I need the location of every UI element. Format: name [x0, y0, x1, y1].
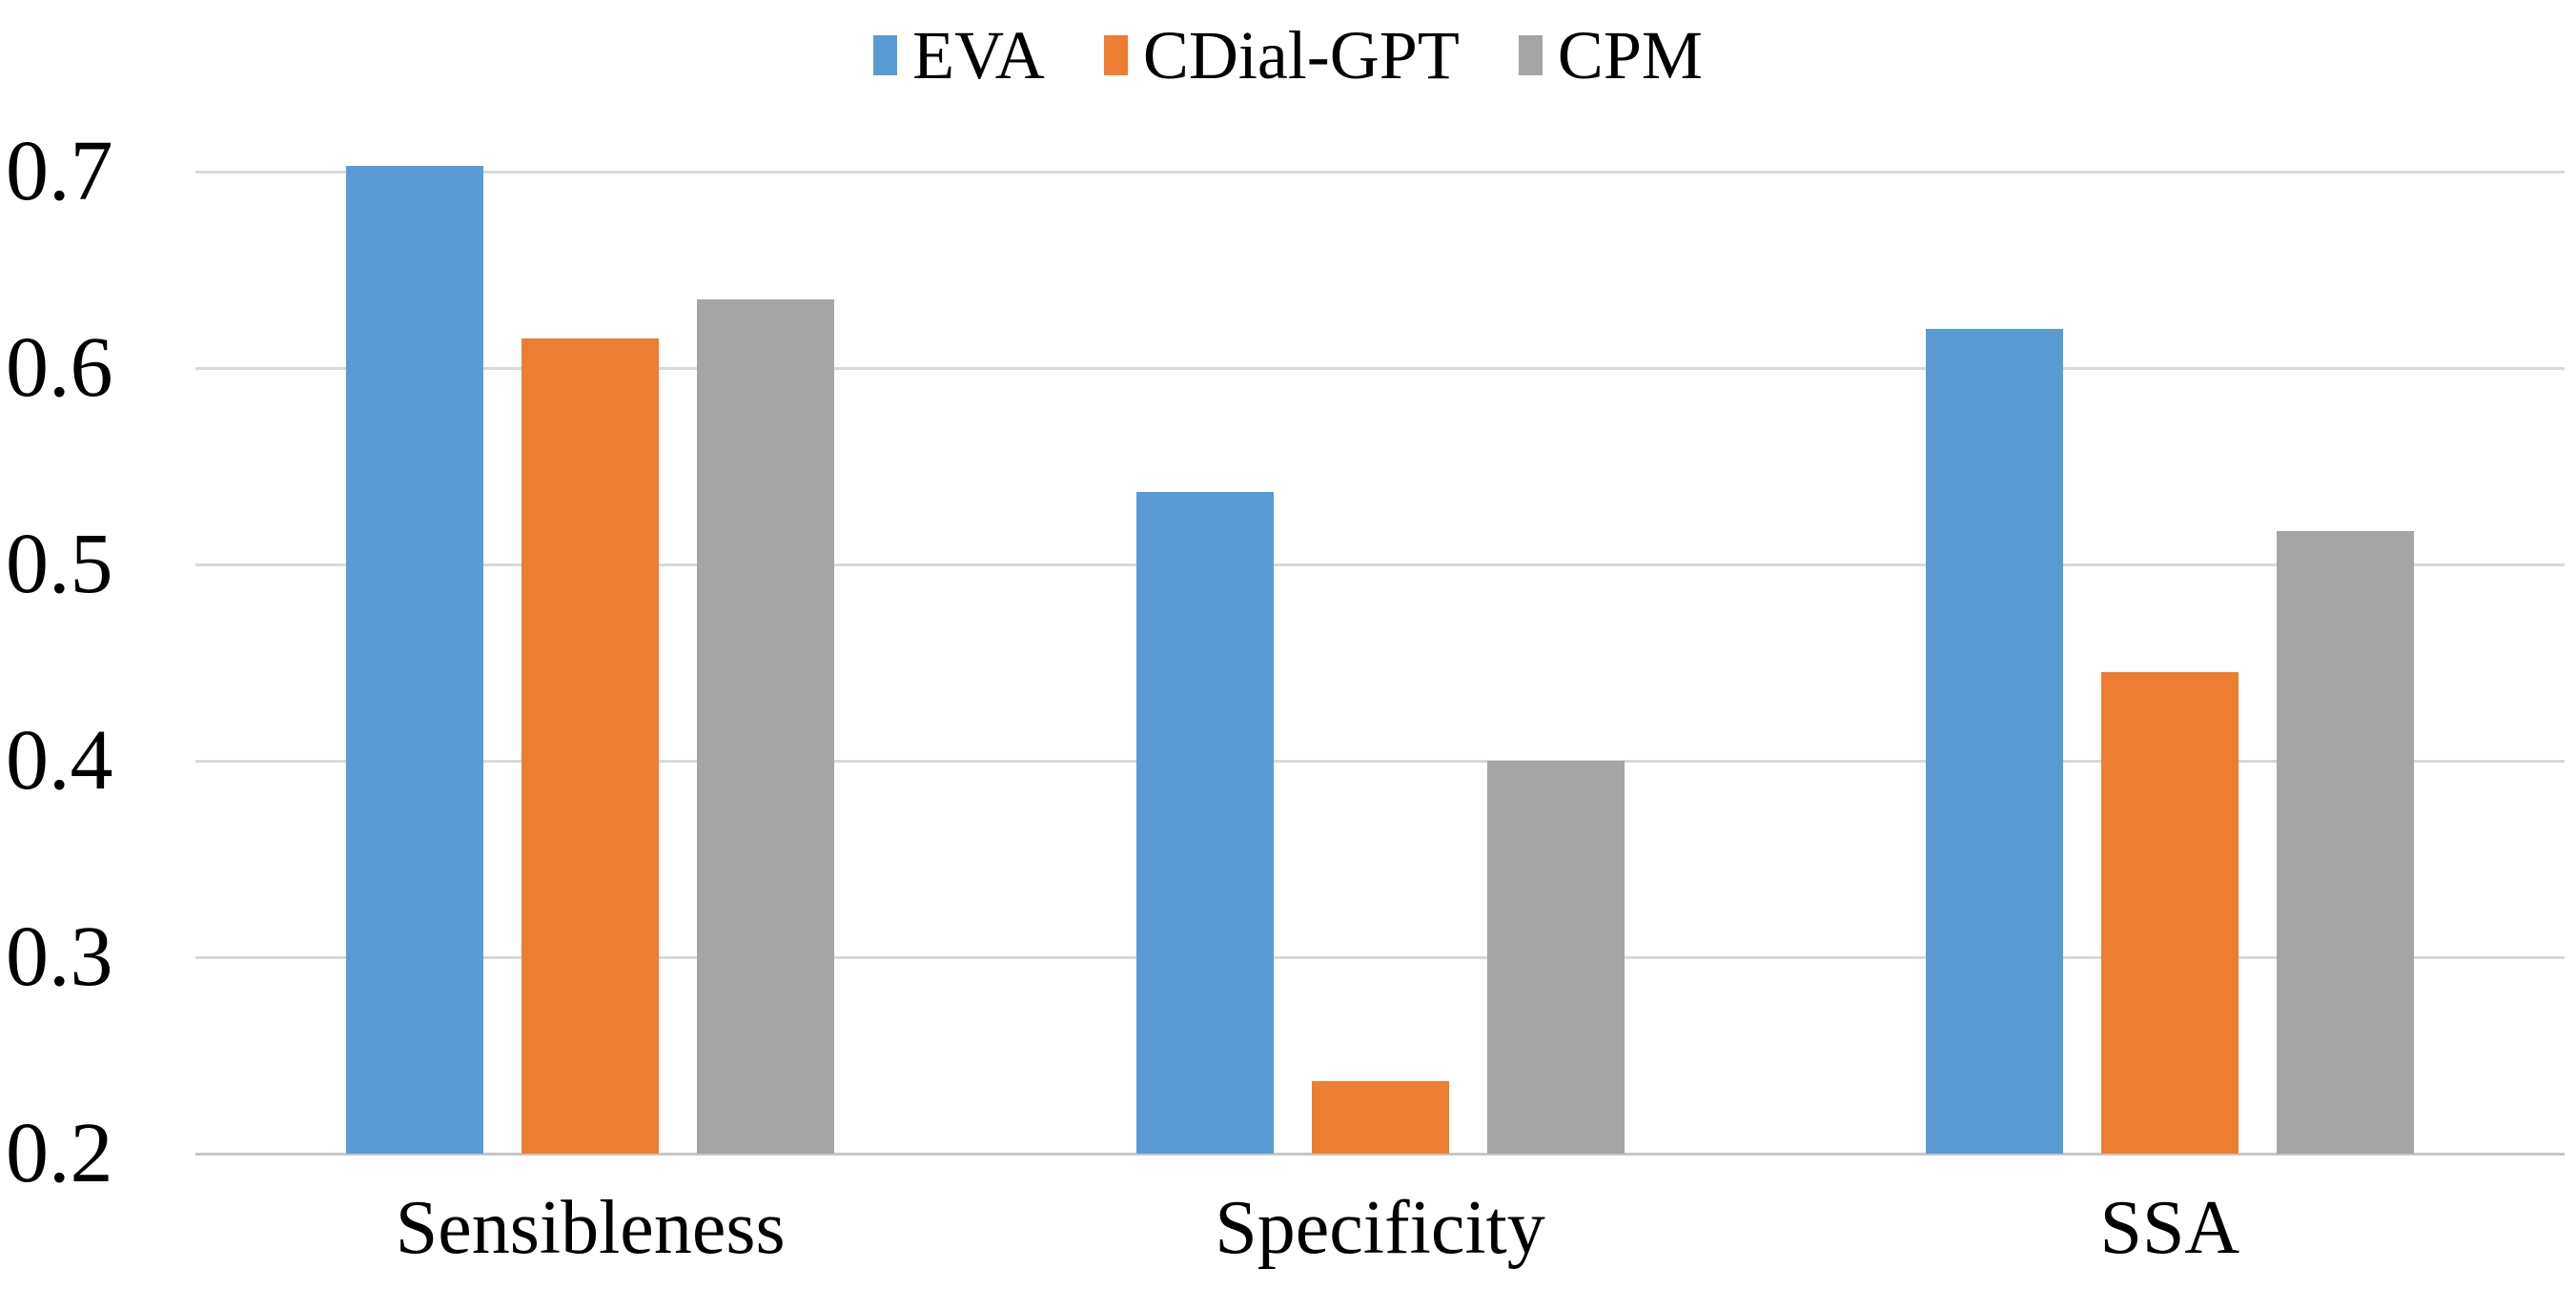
legend-swatch-icon — [873, 35, 898, 75]
gridline-0.4 — [195, 760, 2565, 763]
legend-swatch-icon — [1518, 35, 1543, 75]
bar-eva-specificity — [1136, 492, 1274, 1154]
y-tick-label: 0.6 — [6, 320, 113, 415]
gridline-0.5 — [195, 563, 2565, 566]
bar-cpm-sensibleness — [697, 299, 834, 1154]
legend-label: EVA — [912, 17, 1045, 93]
bar-cdial-gpt-sensibleness — [521, 338, 659, 1154]
gridline-0.3 — [195, 956, 2565, 959]
bar-cpm-specificity — [1487, 761, 1625, 1154]
chart-legend: EVA CDial-GPT CPM — [0, 11, 2576, 99]
category-label-ssa: SSA — [2099, 1186, 2240, 1270]
y-tick-label: 0.3 — [6, 910, 113, 1004]
gridline-0.7 — [195, 171, 2565, 174]
legend-swatch-icon — [1103, 35, 1128, 75]
legend-label: CDial-GPT — [1142, 17, 1460, 93]
legend-item-cpm: CPM — [1518, 17, 1703, 93]
legend-label: CPM — [1557, 17, 1703, 93]
category-label-specificity: Specificity — [1215, 1186, 1545, 1270]
bar-cpm-ssa — [2277, 531, 2414, 1154]
legend-item-eva: EVA — [873, 21, 1045, 90]
bar-eva-sensibleness — [346, 166, 483, 1154]
category-label-sensibleness: Sensibleness — [395, 1186, 786, 1270]
y-tick-label: 0.2 — [6, 1106, 113, 1200]
bar-eva-ssa — [1926, 329, 2063, 1154]
y-tick-label: 0.5 — [6, 517, 113, 611]
gridline-0.2 — [195, 1153, 2565, 1156]
y-tick-label: 0.7 — [6, 124, 113, 218]
bar-cdial-gpt-specificity — [1312, 1081, 1449, 1154]
gridline-0.6 — [195, 367, 2565, 370]
legend-item-cdial-gpt: CDial-GPT — [1103, 17, 1460, 93]
bar-cdial-gpt-ssa — [2101, 672, 2239, 1154]
y-tick-label: 0.4 — [6, 713, 113, 808]
